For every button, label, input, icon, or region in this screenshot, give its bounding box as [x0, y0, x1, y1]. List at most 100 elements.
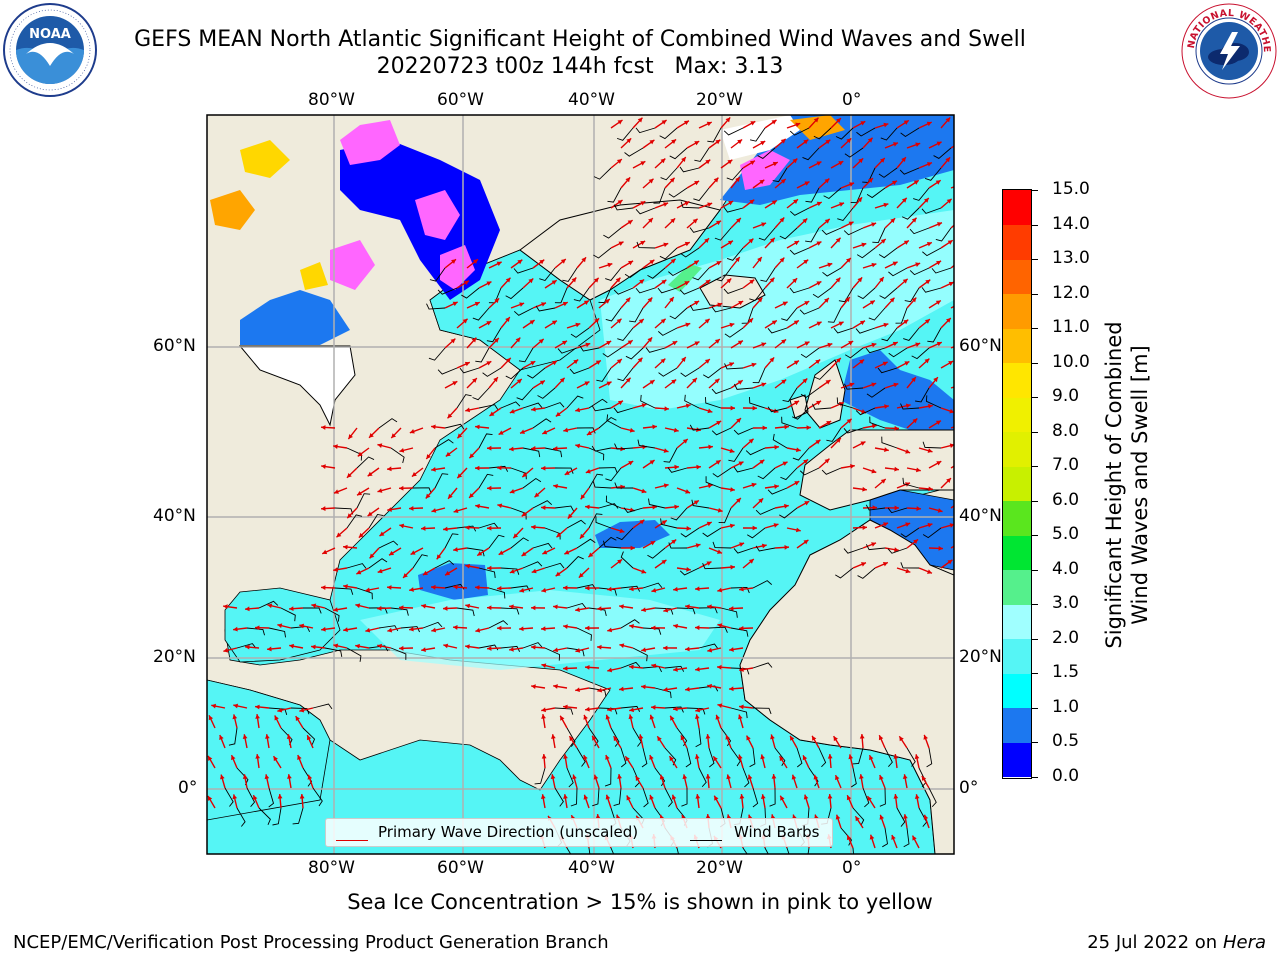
wave-direction-arrowhead — [680, 735, 686, 741]
wave-direction-arrowhead — [838, 321, 844, 326]
nws-logo: NATIONAL WEATHER SERVICE — [1180, 2, 1277, 99]
wave-direction-arrowhead — [883, 202, 889, 208]
wind-barb — [554, 467, 574, 474]
wave-direction-arrowhead — [541, 626, 546, 632]
wave-direction-arrowhead — [958, 301, 963, 305]
wave-direction-arrowhead — [957, 500, 962, 504]
wave-direction-arrowhead — [672, 341, 678, 346]
wave-direction-arrowhead — [575, 322, 581, 328]
wind-barb — [620, 551, 634, 569]
wind-barb — [522, 477, 542, 489]
wave-direction-arrowhead — [694, 714, 700, 719]
wind-barb — [774, 747, 786, 766]
wave-direction-arrowhead — [816, 201, 822, 207]
wave-direction-arrowhead — [695, 543, 701, 548]
wind-barb — [692, 267, 710, 281]
pacific-ocean — [207, 679, 331, 821]
wind-barb — [742, 767, 750, 788]
colorbar-tick-label: 14.0 — [1052, 213, 1090, 234]
wave-direction-arrowhead — [453, 584, 458, 590]
colorbar-tick-mark — [1032, 777, 1038, 778]
wind-barb — [588, 607, 607, 616]
wave-direction-arrowhead — [618, 241, 624, 246]
wave-direction-arrowhead — [555, 411, 561, 417]
wave-direction-arrowhead — [727, 240, 733, 246]
wind-barb — [857, 287, 876, 300]
wave-direction-arrowhead — [453, 547, 458, 552]
wave-direction-arrowhead — [563, 585, 568, 591]
wave-direction-arrowhead — [207, 795, 213, 801]
wave-direction-arrowhead — [431, 424, 436, 430]
wave-direction-arrowhead — [649, 754, 654, 760]
wave-direction-arrowhead — [861, 242, 867, 248]
wind-barb — [312, 703, 333, 710]
wind-barb — [838, 287, 854, 303]
wave-direction-arrowhead — [694, 341, 700, 346]
wave-direction-arrowhead — [795, 527, 801, 533]
wind-barb — [881, 436, 898, 449]
wave-direction-arrowhead — [684, 201, 690, 206]
wind-barb — [576, 427, 596, 434]
wave-direction-arrowhead — [905, 522, 911, 527]
wave-direction-arrowhead — [531, 644, 536, 650]
chart-title: GEFS MEAN North Atlantic Significant Hei… — [134, 27, 1026, 52]
wave-direction-arrowhead — [509, 569, 515, 574]
wind-barb — [268, 787, 275, 808]
wave-direction-arrowhead — [717, 549, 722, 554]
wave-direction-arrowhead — [859, 359, 865, 365]
wave-direction-arrowhead — [706, 121, 712, 127]
wave-direction-arrowhead — [762, 425, 767, 431]
wave-direction-arrowhead — [893, 382, 899, 388]
wave-direction-arrowhead — [726, 278, 732, 284]
wave-direction-arrowhead — [682, 438, 688, 444]
wind-barb — [903, 827, 910, 848]
wave-direction-arrowhead — [836, 438, 841, 443]
wave-direction-arrowhead — [616, 359, 622, 364]
wave-direction-arrowhead — [421, 526, 426, 531]
wave-direction-arrowhead — [784, 424, 789, 430]
wave-direction-arrowhead — [681, 357, 686, 362]
wave-direction-arrowhead — [531, 605, 536, 611]
wave-direction-arrowhead — [629, 707, 635, 713]
colorbar-segment — [1003, 259, 1031, 295]
wave-direction-arrowhead — [796, 447, 801, 453]
wind-barb — [878, 247, 898, 259]
wind-barb — [882, 827, 888, 848]
wave-direction-arrowhead — [387, 466, 392, 472]
wind-barb — [610, 847, 615, 854]
wind-barb — [669, 307, 688, 320]
wave-direction-arrowhead — [663, 242, 669, 248]
wind-barb — [566, 519, 586, 529]
wave-direction-arrowhead — [223, 604, 228, 610]
wave-direction-arrowhead — [496, 261, 502, 267]
wave-direction-arrowhead — [921, 775, 927, 781]
wind-barb — [532, 418, 552, 429]
wind-barb — [500, 607, 520, 615]
wave-direction-arrowhead — [827, 262, 833, 268]
wave-direction-arrowhead — [727, 159, 733, 165]
wave-direction-arrowhead — [686, 526, 691, 531]
wave-direction-arrowhead — [365, 627, 371, 633]
wave-direction-arrowhead — [846, 835, 852, 841]
wave-direction-arrowhead — [859, 734, 865, 739]
wave-direction-arrowhead — [541, 663, 547, 668]
wave-direction-arrowhead — [387, 507, 392, 512]
wind-barb — [426, 303, 446, 310]
wave-direction-arrowhead — [729, 322, 735, 328]
wind-barb — [726, 167, 744, 181]
wave-direction-arrowhead — [660, 318, 666, 324]
colorbar-segment — [1003, 224, 1031, 260]
noaa-logo: NOAA — [3, 3, 97, 97]
wave-direction-arrowhead — [255, 754, 261, 759]
wave-direction-arrowhead — [563, 704, 568, 710]
wave-direction-arrowhead — [911, 297, 917, 303]
wave-direction-arrowhead — [617, 120, 623, 125]
wave-direction-arrowhead — [695, 586, 700, 592]
wind-barb — [602, 540, 622, 549]
wave-direction-arrowhead — [519, 302, 525, 307]
wind-barb — [799, 307, 820, 315]
wave-direction-arrowhead — [958, 461, 963, 465]
wind-barb — [482, 367, 502, 377]
wave-direction-arrowhead — [509, 446, 514, 452]
colorbar-tick-mark — [1032, 328, 1038, 330]
